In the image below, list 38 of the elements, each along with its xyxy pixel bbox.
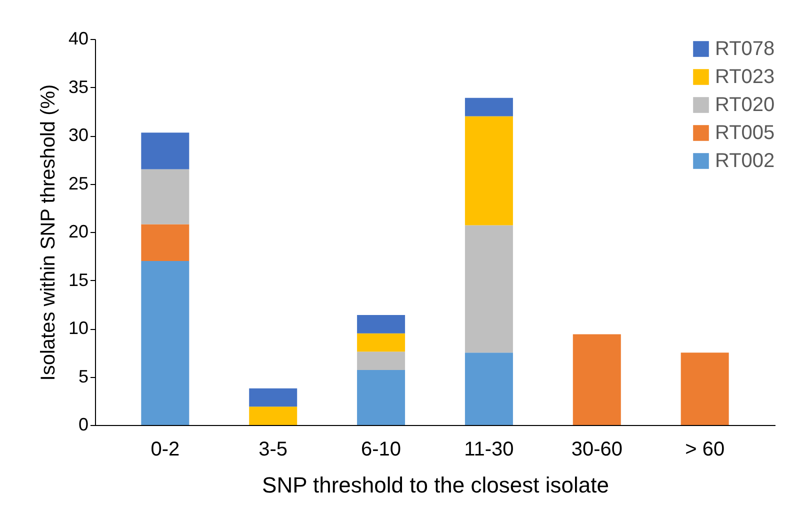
bar	[141, 260, 190, 425]
bar	[680, 352, 729, 425]
bar	[141, 132, 190, 170]
legend-label: RT005	[715, 122, 775, 144]
bar	[572, 334, 621, 425]
bar	[357, 314, 406, 334]
bar	[464, 116, 513, 226]
bar	[249, 388, 298, 407]
x-tick-label: 0-2	[150, 438, 180, 460]
y-tick-label: 5	[78, 366, 88, 386]
bar	[249, 406, 298, 425]
bar	[464, 225, 513, 353]
legend-label: RT020	[715, 94, 775, 116]
bar	[141, 224, 190, 261]
y-tick-label: 20	[68, 222, 88, 242]
x-tick-label: > 60	[685, 438, 725, 460]
x-tick-label: 6-10	[361, 438, 402, 460]
bar	[141, 169, 190, 224]
bar	[357, 370, 406, 425]
y-tick-label: 40	[68, 28, 88, 48]
y-tick-label: 25	[68, 173, 88, 194]
x-tick-label: 30-60	[571, 438, 622, 460]
bar	[464, 98, 513, 116]
bar	[357, 352, 406, 370]
bar	[357, 333, 406, 352]
legend-label: RT078	[715, 38, 775, 60]
y-tick-label: 10	[68, 318, 88, 338]
y-tick-label: 35	[68, 76, 88, 97]
bar	[464, 352, 513, 425]
x-tick-label: 3-5	[258, 438, 288, 460]
y-tick-label: 15	[68, 270, 88, 290]
x-axis-title: SNP threshold to the closest isolate	[262, 472, 609, 498]
y-tick-label: 30	[68, 125, 88, 145]
x-tick-label: 11-30	[464, 438, 514, 460]
y-tick-label: 0	[78, 414, 88, 434]
legend-label: RT002	[715, 150, 775, 172]
y-axis-title: Isolates within SNP threshold (%)	[37, 84, 60, 381]
legend-label: RT023	[715, 66, 775, 88]
